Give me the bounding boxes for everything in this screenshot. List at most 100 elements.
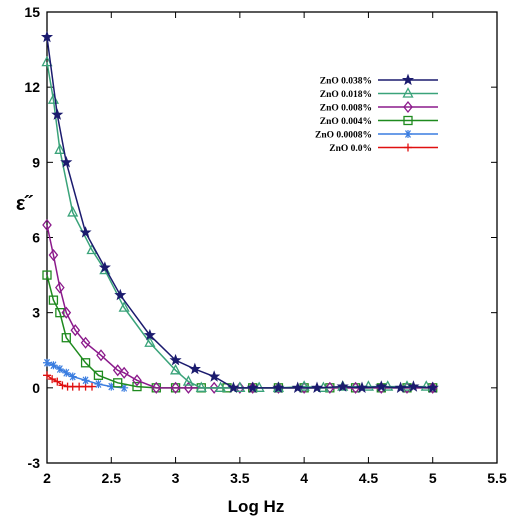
data-point [55,365,64,374]
data-point [169,363,182,375]
data-point [113,378,123,388]
y-tick-label: 15 [24,4,40,20]
data-point [55,281,65,294]
data-point [88,382,96,391]
data-point [42,270,52,280]
legend-label: ZnO 0.018% [320,90,372,100]
legend-marker [404,130,412,138]
data-point [132,381,142,392]
data-point [143,328,156,341]
data-point [53,377,62,386]
data-point [170,381,181,394]
series-4 [43,358,129,392]
x-tick-label: 5.5 [487,470,507,486]
data-point [118,301,130,312]
data-point [120,383,129,392]
legend-label: ZnO 0.0% [329,144,372,154]
legend-item: ZnO 0.038% [320,73,438,87]
data-point [272,381,285,393]
x-tick-label: 2 [43,470,51,486]
legend-marker [403,115,413,126]
data-point [114,288,127,301]
data-point [51,108,64,120]
series-0 [40,30,439,393]
data-point [48,295,59,305]
data-point [144,336,156,347]
legend-marker [403,100,413,114]
data-point [58,381,67,390]
data-point [310,381,324,393]
x-tick-label: 3 [172,470,180,486]
y-tick-label: 3 [32,305,40,321]
series-line [46,224,433,389]
data-point [107,382,116,391]
data-point [112,364,123,377]
x-tick-label: 4 [300,470,308,486]
data-point [119,366,129,379]
data-point [55,308,65,318]
data-point [98,261,111,273]
data-point [94,380,103,389]
legend-marker [402,87,414,98]
data-point [93,370,104,380]
data-point [96,349,106,362]
y-tick-label: 9 [32,154,40,170]
legend-item: ZnO 0.018% [320,87,438,100]
y-tick-label: 12 [24,79,40,95]
y-tick-label: 0 [32,380,40,396]
data-point [195,381,207,392]
data-point [246,381,259,393]
legend-label: ZnO 0.0008% [315,131,372,141]
data-point [68,372,77,381]
legend-item: ZnO 0.0% [329,143,438,154]
data-point [61,306,72,319]
data-point [151,381,162,394]
data-point [54,143,66,154]
x-tick-label: 4.5 [359,470,379,486]
legend-label: ZnO 0.038% [320,77,372,87]
data-point [40,30,54,43]
data-point [407,380,420,392]
legend-marker [404,143,412,152]
data-point [214,381,227,392]
data-point [43,358,51,367]
y-tick-label: 6 [32,230,40,246]
data-point [375,380,388,392]
data-point [188,362,201,375]
legend-label: ZnO 0.008% [320,104,372,114]
x-tick-label: 5 [429,470,437,486]
data-point [80,336,91,349]
data-point [49,361,58,370]
legend-label: ZnO 0.004% [320,117,372,127]
data-point [426,381,439,393]
data-point [182,375,195,386]
data-point [42,218,52,232]
data-point [81,376,90,385]
data-point [43,371,51,380]
legend: ZnO 0.038% ZnO 0.018% ZnO 0.008% ZnO 0.004%… [315,73,438,154]
data-point [60,155,73,168]
data-point [80,358,91,368]
y-axis-title: ε˝ [16,193,33,215]
data-point [291,381,304,393]
series-5 [43,371,96,391]
legend-item: ZnO 0.004% [320,115,438,127]
data-point [394,381,407,393]
data-point [208,370,221,382]
y-tick-label: -3 [28,455,41,471]
data-point [62,368,71,377]
legend-marker [401,73,415,86]
data-point [132,374,142,387]
x-tick-label: 3.5 [230,470,250,486]
x-tick-label: 2.5 [102,470,122,486]
data-point [336,380,349,392]
legend-item: ZnO 0.008% [320,100,438,114]
data-point [209,381,219,394]
data-point [169,353,182,366]
data-point [61,333,71,343]
data-point [79,226,92,238]
x-axis-title: Log Hz [228,497,285,516]
data-point [355,381,369,393]
